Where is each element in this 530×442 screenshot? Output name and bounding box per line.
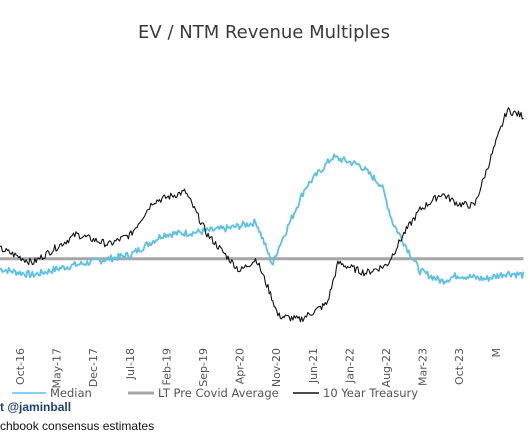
x-tick-label: Jan-22 [343, 348, 356, 384]
x-tick-label: Jul-18 [124, 348, 137, 380]
legend-label: LT Pre Covid Average [158, 386, 279, 400]
x-tick-label: M [490, 348, 503, 358]
x-tick-label: May-17 [51, 348, 64, 389]
chart-title: EV / NTM Revenue Multiples [138, 22, 390, 43]
x-tick-label: Mar-23 [417, 348, 430, 386]
footer-credit: t @jaminball [0, 400, 72, 414]
x-tick-label: Nov-20 [270, 348, 283, 387]
x-tick-label: Dec-17 [87, 348, 100, 387]
footer-source: chbook consensus estimates [0, 419, 155, 433]
plot-area [0, 107, 525, 323]
x-tick-label: Feb-19 [160, 348, 173, 385]
x-axis-ticks: Oct-16 May-17 Dec-17 Jul-18 Feb-19 Sep-19 Apr-… [14, 348, 503, 389]
x-tick-label: Oct-23 [453, 348, 466, 385]
x-tick-label: Jun-21 [307, 348, 320, 384]
legend-label: Median [50, 386, 92, 400]
x-tick-label: Oct-16 [14, 348, 27, 385]
x-tick-label: Aug-22 [380, 348, 393, 387]
x-tick-label: Apr-20 [234, 348, 247, 384]
legend-label: 10 Year Treasury [323, 386, 418, 400]
series-line-10-year-treasury [0, 107, 524, 323]
legend: Median LT Pre Covid Average 10 Year Treasu… [12, 386, 418, 400]
x-tick-label: Sep-19 [197, 348, 210, 387]
series-line-median [0, 153, 525, 285]
